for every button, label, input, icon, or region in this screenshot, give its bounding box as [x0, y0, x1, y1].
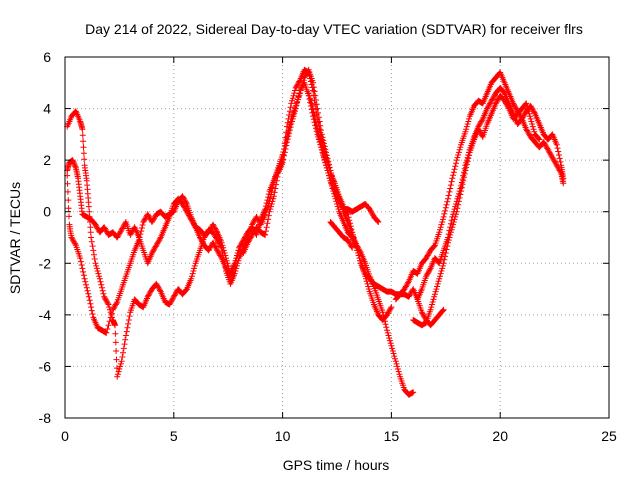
chart-title: Day 214 of 2022, Sidereal Day-to-day VTE…: [85, 21, 583, 37]
y-tick-label: -4: [39, 307, 52, 323]
data-markers: [64, 66, 417, 398]
axis-ticks: 0 5 10 15 20 25 -8 -6 -4 -2 0 2 4 6: [39, 49, 617, 444]
y-tick-label: 6: [43, 49, 51, 65]
x-tick-label: 25: [601, 428, 617, 444]
y-tick-label: 0: [43, 204, 51, 220]
x-tick-label: 20: [492, 428, 508, 444]
series-track-a: [64, 66, 417, 398]
data-points: [64, 66, 567, 398]
series-track-f: [392, 69, 567, 303]
x-tick-label: 0: [61, 428, 69, 444]
y-tick-label: -2: [39, 255, 52, 271]
data-markers: [392, 69, 567, 303]
y-tick-label: -6: [39, 358, 52, 374]
y-tick-label: -8: [39, 410, 52, 426]
series-track-d: [305, 90, 382, 225]
series-track-e: [327, 219, 356, 251]
data-markers: [64, 79, 447, 336]
data-markers: [305, 90, 382, 225]
x-axis-label: GPS time / hours: [283, 457, 390, 473]
y-axis-label: SDTVAR / TECUs: [7, 182, 23, 294]
y-tick-label: 4: [43, 101, 51, 117]
plot-frame: [64, 56, 610, 419]
series-track-c: [64, 79, 447, 336]
data-markers: [410, 92, 543, 329]
x-tick-label: 15: [384, 428, 400, 444]
x-tick-label: 5: [170, 428, 178, 444]
data-markers: [327, 219, 356, 251]
series-track-h: [410, 92, 543, 329]
y-tick-label: 2: [43, 152, 51, 168]
x-tick-label: 10: [275, 428, 291, 444]
